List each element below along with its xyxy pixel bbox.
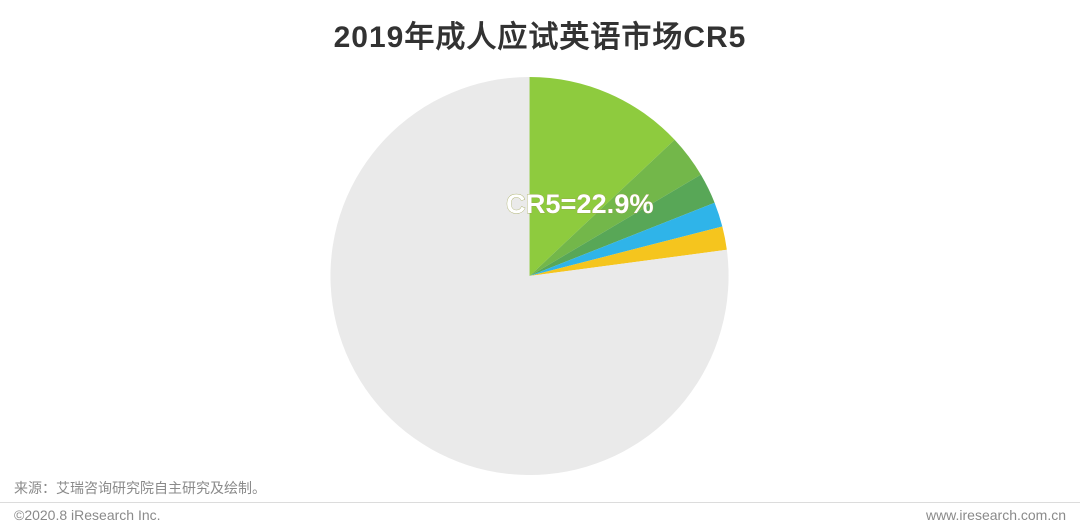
source-text: 来源：艾瑞咨询研究院自主研究及绘制。	[0, 474, 1080, 503]
chart-title: 2019年成人应试英语市场CR5	[0, 0, 1080, 56]
footer: 来源：艾瑞咨询研究院自主研究及绘制。 ©2020.8 iResearch Inc…	[0, 474, 1080, 529]
site-url: www.iresearch.com.cn	[926, 507, 1066, 523]
pie-chart: CR5=22.9%	[320, 66, 760, 486]
copyright-text: ©2020.8 iResearch Inc.	[14, 507, 161, 523]
cr5-label: CR5=22.9%	[506, 188, 654, 219]
chart-container: CR5=22.9%	[0, 66, 1080, 486]
